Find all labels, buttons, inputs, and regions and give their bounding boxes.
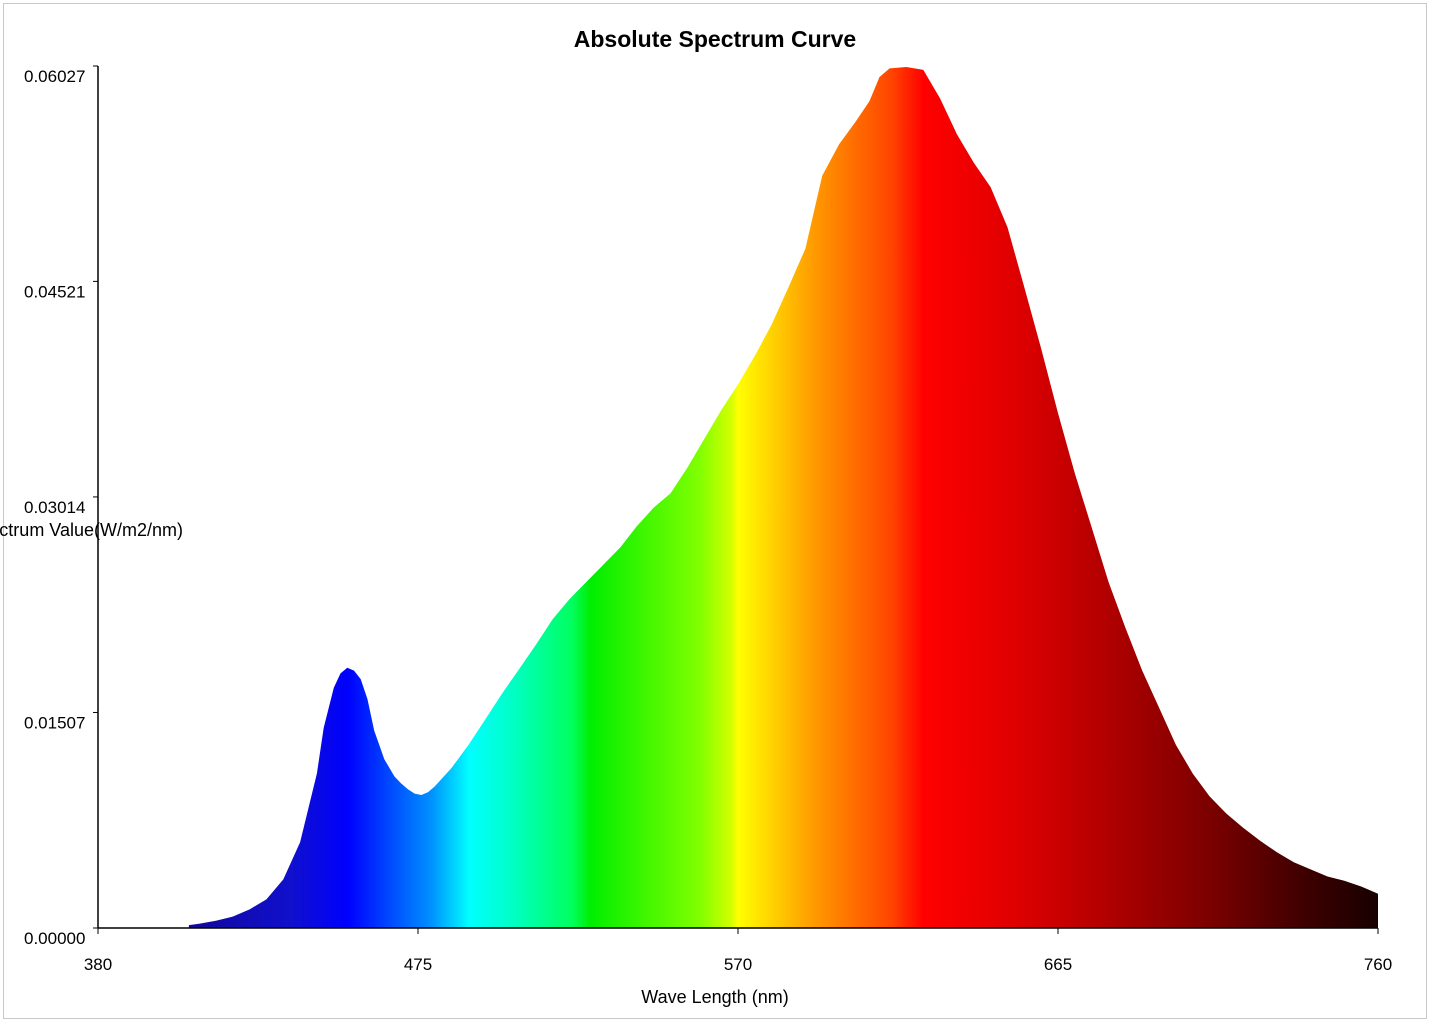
- y-tick-label: 0.03014: [24, 498, 85, 517]
- y-tick-label: 0.04521: [24, 282, 85, 301]
- y-tick-label: 0.00000: [24, 929, 85, 948]
- x-ticks: 380 475 570 665 760: [84, 928, 1392, 974]
- x-tick-label: 665: [1044, 955, 1072, 974]
- x-tick-label: 570: [724, 955, 752, 974]
- y-ticks: 0.00000 0.01507 0.03014 0.04521 0.06027: [24, 65, 98, 948]
- chart-frame: [3, 3, 1427, 1019]
- y-tick-label: 0.01507: [24, 713, 85, 732]
- y-axis-label: Spectrum Value(W/m2/nm): [0, 520, 183, 540]
- x-tick-label: 475: [404, 955, 432, 974]
- x-axis-label: Wave Length (nm): [641, 987, 788, 1007]
- chart-title: Absolute Spectrum Curve: [574, 26, 856, 52]
- spectrum-area-layer: [188, 67, 1378, 928]
- y-tick-label: 0.06027: [24, 67, 85, 86]
- spectrum-area: [188, 67, 1378, 928]
- x-tick-label: 760: [1364, 955, 1392, 974]
- x-tick-label: 380: [84, 955, 112, 974]
